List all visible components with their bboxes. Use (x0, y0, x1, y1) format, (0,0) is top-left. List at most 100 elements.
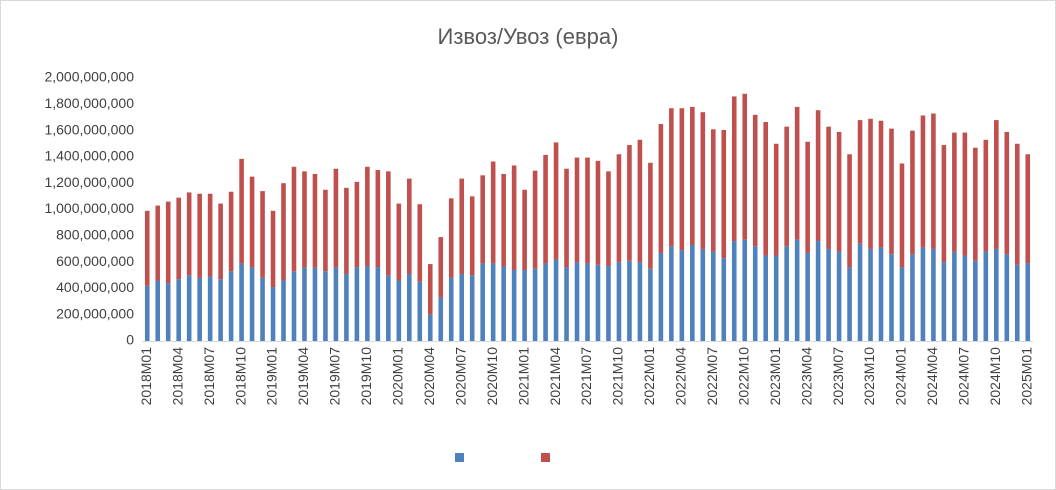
bar-segment (941, 145, 947, 263)
bar-segment (805, 141, 810, 253)
bar-segment (616, 154, 622, 263)
bar-segment (868, 248, 873, 341)
bar-segment (532, 268, 538, 341)
bar-segment (553, 142, 559, 260)
bar-segment (941, 262, 947, 341)
bar-segment (637, 139, 643, 263)
bar-segment (952, 132, 957, 252)
bar-segment (228, 191, 234, 272)
bar-segment (249, 176, 255, 268)
bar-segment (459, 273, 465, 341)
x-tick-label: 2024M10 (987, 347, 1003, 406)
bar-segment (606, 266, 611, 341)
bar-segment (931, 113, 936, 249)
bar-segment (165, 283, 171, 341)
bar-segment (270, 210, 276, 288)
bar-segment (857, 120, 863, 244)
bar-segment (721, 129, 727, 259)
bar-segment (270, 287, 276, 341)
bar-segment (260, 191, 265, 278)
bar-segment (1025, 154, 1031, 264)
bar-segment (354, 181, 360, 268)
bar-segment (323, 189, 328, 272)
bar-segment (994, 120, 999, 249)
bar-segment (522, 189, 527, 270)
bar-segment (669, 246, 674, 341)
x-tick-label: 2023M01 (767, 347, 783, 406)
bar-segment (176, 279, 181, 341)
bar-segment (784, 246, 789, 341)
bar-segment (186, 275, 192, 341)
bar-segment (962, 255, 968, 341)
bar-segment (763, 122, 768, 256)
bar-segment (291, 166, 297, 272)
bar-segment (973, 260, 978, 341)
bar-segment (836, 131, 842, 252)
bar-segment (407, 178, 412, 274)
x-tick-label: 2019M01 (264, 347, 280, 406)
bar-segment (721, 258, 727, 341)
bar-segment (690, 106, 695, 246)
bar-segment (417, 281, 423, 341)
bar-segment (920, 247, 926, 341)
bar-segment (438, 237, 444, 298)
bar-segment (784, 126, 789, 247)
y-tick-label: 1,400,000,000 (44, 148, 134, 164)
bar-segment (899, 267, 905, 341)
bar-segment (752, 114, 758, 247)
bar-segment (731, 96, 737, 242)
bar-segment (396, 280, 402, 341)
bar-segment (878, 247, 884, 341)
bar-segment (1025, 263, 1031, 341)
bar-segment (375, 170, 381, 268)
bar-segment (648, 162, 653, 269)
bar-segment (648, 268, 653, 341)
x-tick-label: 2019M04 (295, 347, 311, 406)
x-tick-label: 2018M04 (169, 347, 185, 406)
bar-segment (543, 154, 548, 264)
bar-segment (469, 196, 475, 276)
bar-segment (302, 267, 307, 341)
x-tick-label: 2021M10 (610, 347, 626, 406)
bar-segment (532, 170, 538, 269)
x-tick-label: 2025M01 (1018, 347, 1034, 406)
bar-segment (165, 201, 171, 284)
bar-segment (658, 252, 664, 341)
bar-segment (752, 246, 758, 341)
bar-segment (501, 266, 506, 341)
bar-segment (239, 158, 244, 264)
x-tick-label: 2020M04 (421, 347, 437, 406)
bar-segment (186, 192, 192, 276)
bar-segment (490, 263, 496, 341)
bar-segment (710, 129, 716, 252)
bar-segment (448, 198, 454, 278)
x-tick-label: 2023M04 (798, 347, 814, 406)
x-tick-label: 2023M07 (830, 347, 846, 406)
legend-swatch (455, 453, 464, 462)
bar-segment (690, 245, 695, 341)
bar-segment (847, 154, 852, 268)
y-tick-label: 0 (126, 332, 134, 348)
bar-segment (973, 147, 978, 261)
legend-swatch (541, 453, 550, 462)
y-tick-label: 1,800,000,000 (44, 95, 134, 111)
bar-segment (312, 173, 318, 268)
x-tick-label: 2022M10 (735, 347, 751, 406)
bar-segment (983, 139, 989, 252)
bar-segment (344, 187, 349, 274)
bar-segment (155, 205, 161, 281)
bar-segment (553, 259, 559, 341)
bar-segment (302, 171, 307, 268)
bar-segment (826, 126, 831, 249)
bar-segment (658, 124, 664, 253)
bar-segment (344, 273, 349, 341)
bar-segment (595, 160, 601, 265)
bar-segment (480, 263, 485, 341)
bar-segment (260, 277, 265, 341)
y-tick-label: 1,000,000,000 (44, 200, 134, 216)
x-tick-label: 2021M01 (515, 347, 531, 406)
bar-segment (700, 248, 706, 341)
bar-segment (1004, 131, 1010, 255)
bar-segment (794, 106, 800, 240)
